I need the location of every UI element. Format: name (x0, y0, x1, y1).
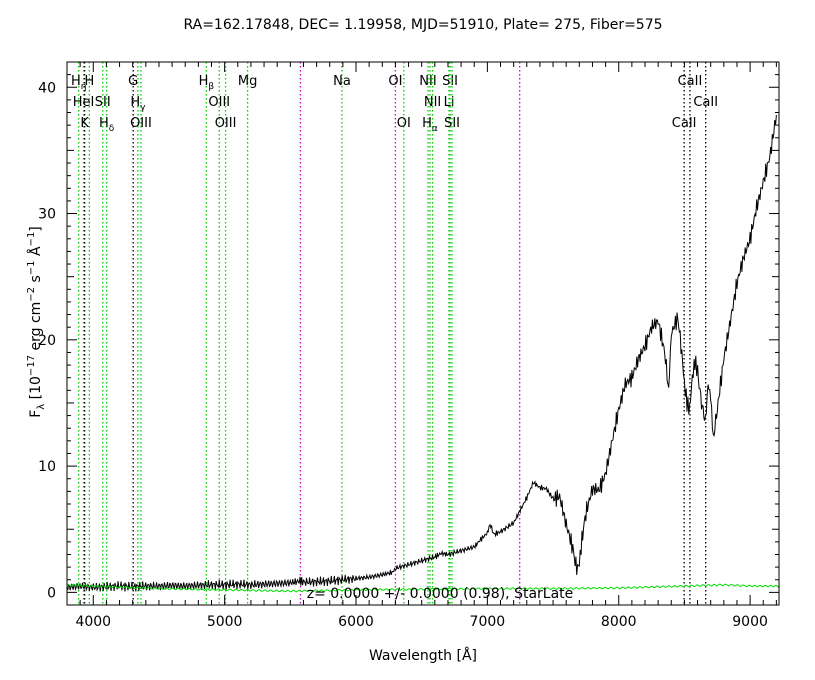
spectral-lines: HηHHeISIIKHδGHγOIIIHβOIIIOIIIMgNaOIOINII… (71, 62, 718, 605)
x-tick-label-1: 5000 (207, 614, 243, 630)
spectral-line-label-24: CaII (672, 116, 697, 131)
spectral-line-label-10: OIII (208, 95, 230, 110)
spectral-line-label-4: K (80, 116, 89, 131)
spectral-line-label-22: SII (444, 116, 460, 131)
ylabel-rest: [10 (28, 376, 44, 404)
x-tick-label-4: 8000 (601, 614, 637, 630)
ylabel-exp4: −1 (26, 232, 37, 247)
series-0 (66, 114, 777, 592)
spectral-line-label-17: NII (419, 74, 436, 89)
spectral-line-label-15: OI (388, 74, 402, 89)
y-tick-label-3: 30 (38, 207, 56, 223)
spectral-line-label-16: OI (397, 116, 411, 131)
spectral-line-label-7: Hγ (130, 95, 146, 113)
spectral-line-label-11: OIII (215, 116, 237, 131)
ylabel-main: F (28, 410, 44, 418)
spectral-line-label-8: OIII (130, 116, 152, 131)
y-tick-label-0: 0 (47, 585, 56, 601)
spectral-line-label-20: Li (444, 95, 455, 110)
x-tick-label-5: 9000 (732, 614, 768, 630)
spectral-line-label-18: NII (424, 95, 441, 110)
axes (66, 61, 780, 606)
x-tick-label-2: 6000 (338, 614, 374, 630)
ylabel-exp3: −1 (26, 260, 37, 275)
spectral-line-label-2: HeI (73, 95, 95, 110)
spectral-line-label-12: Mg (238, 74, 257, 89)
ylabel-exp2: −2 (26, 287, 37, 302)
ylabel-end: ] (28, 226, 44, 231)
spectral-line-label-19: Hα (422, 116, 438, 134)
ylabel-mid3: Å (27, 246, 44, 260)
series-layer (66, 114, 780, 593)
y-tick-label-4: 40 (38, 80, 56, 96)
spectral-line-label-21: SII (442, 74, 458, 89)
y-tick-label-1: 10 (38, 459, 56, 475)
plot-frame (66, 61, 780, 606)
spectral-line-label-3: SII (95, 95, 111, 110)
chart-title: RA=162.17848, DEC= 1.19958, MJD=51910, P… (183, 17, 662, 33)
x-axis-label: Wavelength [Å] (369, 647, 477, 664)
spectral-line-label-5: Hδ (99, 116, 115, 134)
ylabel-mid1: erg cm (28, 302, 44, 355)
spectral-line-label-14: Na (333, 74, 351, 89)
tick-labels: 4000 5000 6000 7000 8000 9000 0 10 20 30 40 (38, 80, 768, 630)
spectral-line-label-25: CaII (678, 74, 703, 89)
svg-text:Fλ [10−17 erg cm−2 s−1 Å−1]: Fλ [10−17 erg cm−2 s−1 Å−1] (26, 226, 47, 418)
series-1 (66, 583, 780, 593)
spectral-line-label-6: G (128, 74, 138, 89)
spectral-line-label-26: CaII (693, 95, 718, 110)
y-tick-label-2: 20 (38, 333, 56, 349)
ylabel-sub: λ (36, 404, 47, 410)
y-axis-label: Fλ [10−17 erg cm−2 s−1 Å−1] (26, 226, 47, 418)
x-tick-label-3: 7000 (470, 614, 506, 630)
redshift-annotation: z= 0.0000 +/- 0.0000 (0.98), StarLate (307, 586, 574, 602)
ylabel-exp1: −17 (26, 355, 37, 376)
ylabel-mid2: s (28, 275, 44, 287)
spectral-line-label-1: H (84, 74, 94, 89)
x-tick-label-0: 4000 (75, 614, 111, 630)
spectral-line-label-9: Hβ (199, 74, 215, 92)
